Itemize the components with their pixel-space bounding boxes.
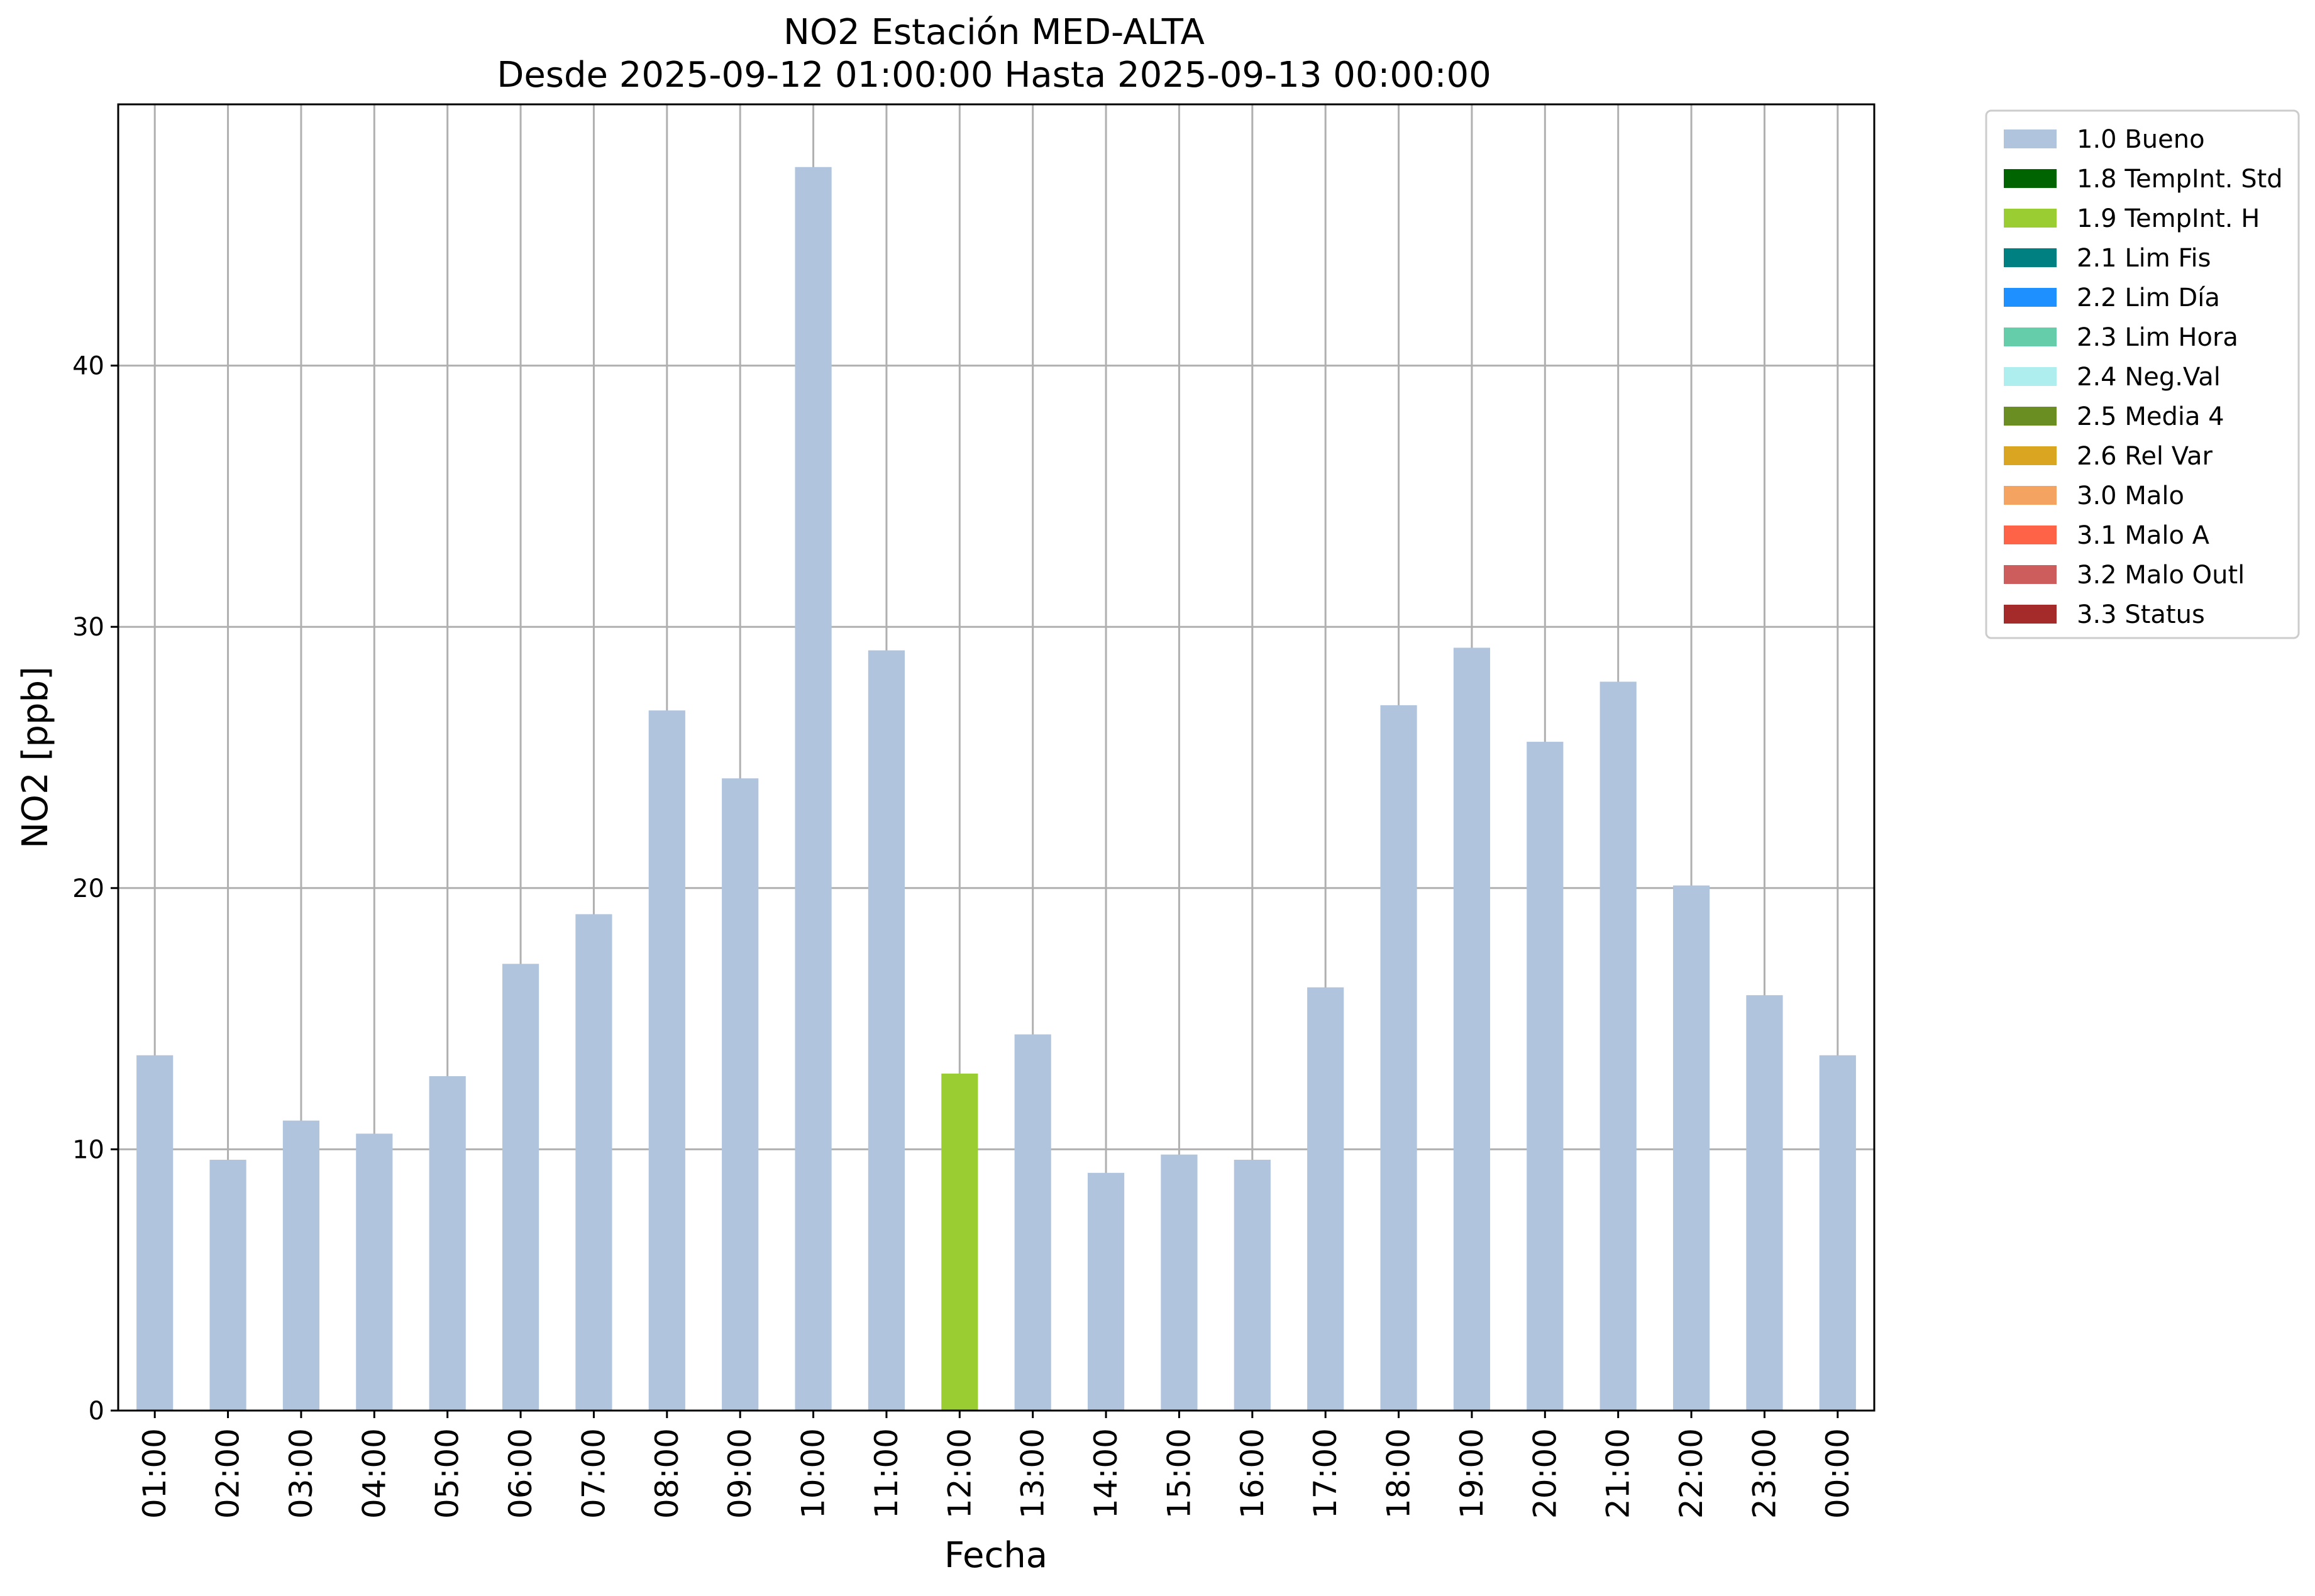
- bar: [282, 1120, 320, 1411]
- bar: [868, 650, 905, 1411]
- x-tick-label: 19:00: [1454, 1428, 1490, 1519]
- legend-swatch: [2004, 288, 2057, 307]
- bar: [356, 1133, 393, 1411]
- x-tick-label: 05:00: [429, 1428, 466, 1519]
- x-tick-label: 02:00: [210, 1428, 246, 1519]
- x-tick-label: 18:00: [1381, 1428, 1417, 1519]
- y-tick-label: 30: [72, 613, 104, 642]
- legend-swatch: [2004, 129, 2057, 148]
- legend-label: 2.1 Lim Fis: [2077, 244, 2211, 273]
- legend-label: 3.0 Malo: [2077, 482, 2184, 510]
- legend-swatch: [2004, 526, 2057, 544]
- legend-label: 2.4 Neg.Val: [2077, 363, 2221, 392]
- bar: [575, 914, 612, 1411]
- x-tick-label: 20:00: [1527, 1428, 1563, 1519]
- y-tick-label: 20: [72, 874, 104, 903]
- bar: [795, 167, 832, 1411]
- bar: [1087, 1172, 1125, 1411]
- bar: [209, 1160, 246, 1411]
- bar: [1672, 885, 1710, 1411]
- x-tick-label: 09:00: [722, 1428, 758, 1519]
- x-tick-label: 16:00: [1234, 1428, 1271, 1519]
- bar: [941, 1073, 978, 1411]
- chart-title: NO2 Estación MED-ALTA: [783, 12, 1205, 53]
- bar: [429, 1076, 466, 1411]
- legend-label: 3.3 Status: [2077, 600, 2205, 629]
- x-tick-label: 11:00: [868, 1428, 905, 1519]
- x-tick-label: 03:00: [283, 1428, 319, 1519]
- x-tick-label: 23:00: [1746, 1428, 1782, 1519]
- legend-swatch: [2004, 327, 2057, 346]
- x-tick-label: 06:00: [502, 1428, 539, 1519]
- x-axis: 01:00 02:00 03:00 04:00 05:00 06:00 07:00 08:00…: [136, 1411, 1856, 1519]
- bar: [1746, 995, 1783, 1411]
- legend-label: 2.2 Lim Día: [2077, 283, 2220, 312]
- x-tick-label: 10:00: [795, 1428, 832, 1519]
- bar: [1234, 1160, 1271, 1411]
- legend-swatch: [2004, 605, 2057, 624]
- y-axis-label: NO2 [ppb]: [15, 666, 56, 849]
- legend-label: 2.3 Lim Hora: [2077, 323, 2238, 352]
- bar: [1380, 705, 1417, 1411]
- x-tick-label: 07:00: [575, 1428, 612, 1519]
- x-tick-label: 14:00: [1088, 1428, 1124, 1519]
- y-tick-label: 40: [72, 352, 104, 381]
- legend-swatch: [2004, 248, 2057, 267]
- legend-label: 2.5 Media 4: [2077, 402, 2224, 431]
- legend-swatch: [2004, 367, 2057, 386]
- legend-box: [1985, 109, 2300, 639]
- y-tick-label: 0: [89, 1397, 104, 1426]
- chart-subtitle: Desde 2025-09-12 01:00:00 Hasta 2025-09-…: [497, 55, 1491, 96]
- x-tick-label: 22:00: [1673, 1428, 1710, 1519]
- bar: [1014, 1034, 1051, 1411]
- legend-label: 3.1 Malo A: [2077, 521, 2210, 550]
- bar: [1307, 987, 1344, 1411]
- x-tick-label: 21:00: [1600, 1428, 1637, 1519]
- bar: [722, 778, 759, 1411]
- legend-swatch: [2004, 209, 2057, 228]
- legend-label: 1.9 TempInt. H: [2077, 204, 2260, 233]
- bar: [1453, 647, 1491, 1411]
- legend: 1.0 Bueno 1.8 TempInt. Std 1.9 TempInt. H 2…: [1985, 109, 2300, 639]
- legend-label: 2.6 Rel Var: [2077, 442, 2213, 471]
- legend-swatch: [2004, 565, 2057, 584]
- x-tick-label: 08:00: [649, 1428, 685, 1519]
- x-tick-label: 15:00: [1161, 1428, 1197, 1519]
- bar: [1600, 681, 1637, 1411]
- legend-swatch: [2004, 486, 2057, 505]
- bars-layer: [136, 167, 1856, 1411]
- bar: [1161, 1154, 1198, 1411]
- plot-frame: [117, 103, 1876, 1412]
- x-tick-label: 12:00: [941, 1428, 978, 1519]
- bar: [136, 1055, 174, 1411]
- legend-label: 1.0 Bueno: [2077, 125, 2205, 154]
- x-tick-label: 13:00: [1015, 1428, 1051, 1519]
- x-axis-label: Fecha: [944, 1535, 1047, 1576]
- legend-swatch: [2004, 169, 2057, 188]
- bar: [502, 964, 539, 1411]
- y-axis: 0 10 20 30 40: [72, 352, 118, 1426]
- y-tick-label: 10: [72, 1135, 104, 1164]
- bar: [648, 710, 685, 1411]
- x-tick-label: 00:00: [1820, 1428, 1856, 1519]
- bar: [1527, 742, 1564, 1411]
- bar: [1819, 1055, 1856, 1411]
- legend-swatch: [2004, 407, 2057, 426]
- x-tick-label: 17:00: [1307, 1428, 1344, 1519]
- legend-label: 1.8 TempInt. Std: [2077, 165, 2283, 194]
- legend-swatch: [2004, 446, 2057, 465]
- legend-label: 3.2 Malo Outl: [2077, 561, 2245, 590]
- x-tick-label: 04:00: [356, 1428, 392, 1519]
- x-tick-label: 01:00: [136, 1428, 173, 1519]
